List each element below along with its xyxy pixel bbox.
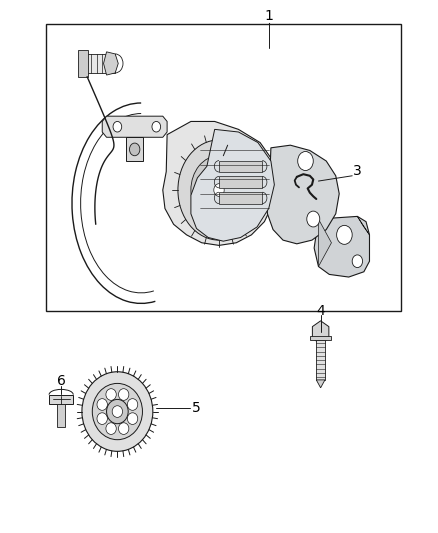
Ellipse shape bbox=[112, 406, 123, 417]
Polygon shape bbox=[163, 122, 277, 245]
Circle shape bbox=[178, 140, 260, 240]
Polygon shape bbox=[49, 394, 73, 403]
Text: 5: 5 bbox=[192, 401, 201, 415]
Circle shape bbox=[130, 143, 140, 156]
Polygon shape bbox=[191, 130, 274, 241]
Polygon shape bbox=[57, 403, 66, 427]
Circle shape bbox=[191, 156, 247, 224]
Polygon shape bbox=[78, 50, 88, 77]
Polygon shape bbox=[312, 321, 329, 344]
Polygon shape bbox=[219, 176, 262, 188]
Circle shape bbox=[207, 175, 231, 205]
Polygon shape bbox=[102, 116, 167, 138]
Circle shape bbox=[298, 151, 313, 171]
Circle shape bbox=[337, 225, 352, 244]
Polygon shape bbox=[318, 219, 332, 266]
Bar bbox=[46, 24, 401, 311]
Ellipse shape bbox=[106, 423, 116, 434]
Polygon shape bbox=[267, 145, 339, 244]
Ellipse shape bbox=[92, 383, 142, 440]
Polygon shape bbox=[83, 54, 115, 73]
Text: 6: 6 bbox=[57, 375, 66, 389]
Text: 2: 2 bbox=[228, 134, 237, 148]
Polygon shape bbox=[103, 52, 118, 75]
Ellipse shape bbox=[127, 413, 138, 424]
Text: 3: 3 bbox=[353, 164, 362, 177]
Circle shape bbox=[113, 122, 122, 132]
Polygon shape bbox=[126, 138, 143, 161]
Text: 4: 4 bbox=[316, 304, 325, 318]
Ellipse shape bbox=[97, 413, 107, 424]
Polygon shape bbox=[310, 336, 332, 341]
Ellipse shape bbox=[82, 372, 153, 451]
Circle shape bbox=[214, 184, 224, 196]
Ellipse shape bbox=[97, 399, 107, 410]
Circle shape bbox=[152, 122, 161, 132]
Ellipse shape bbox=[106, 389, 116, 400]
Ellipse shape bbox=[118, 389, 129, 400]
Polygon shape bbox=[219, 192, 262, 204]
Polygon shape bbox=[316, 380, 325, 388]
Polygon shape bbox=[314, 216, 370, 277]
Ellipse shape bbox=[106, 399, 128, 424]
Polygon shape bbox=[357, 216, 370, 235]
Ellipse shape bbox=[127, 399, 138, 410]
Circle shape bbox=[352, 255, 363, 268]
Polygon shape bbox=[219, 160, 262, 172]
Polygon shape bbox=[316, 341, 325, 380]
Circle shape bbox=[307, 211, 320, 227]
Text: 1: 1 bbox=[264, 9, 273, 23]
Ellipse shape bbox=[118, 423, 129, 434]
